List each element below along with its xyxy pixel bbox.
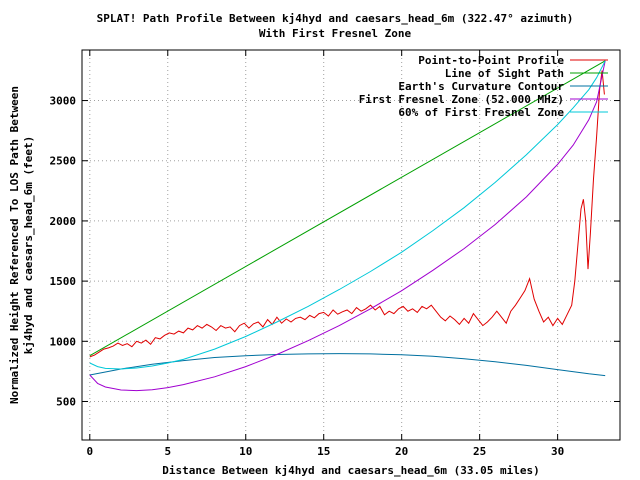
series-line-0 [89,70,605,358]
x-tick-label: 0 [86,445,93,458]
series-line-4 [89,60,606,370]
x-tick-label: 20 [395,445,408,458]
y-tick-label: 1500 [50,275,77,288]
chart-title-line1: SPLAT! Path Profile Between kj4hyd and c… [97,12,574,25]
x-axis-label: Distance Between kj4hyd and caesars_head… [162,464,540,477]
y-axis-label-line1: Normalized Height Referenced To LOS Path… [8,86,21,404]
tick-layer: 0 5 10 15 20 25 30 500 1000 1500 2000 2500 3000 [50,50,620,458]
chart-title-line2: With First Fresnel Zone [259,27,412,40]
series-line-2 [89,353,606,377]
y-tick-label: 2000 [50,215,77,228]
series-line-3 [89,60,606,392]
x-tick-label: 5 [164,445,171,458]
x-tick-label: 10 [239,445,252,458]
series-line-1 [89,60,606,357]
legend-label-3: First Fresnel Zone (52.000 MHz) [359,93,564,106]
y-tick-label: 3000 [50,95,77,108]
plot-frame [81,49,621,441]
y-tick-label: 500 [56,395,76,408]
legend-label-1: Line of Sight Path [445,67,564,80]
x-tick-label: 30 [551,445,564,458]
x-tick-label: 15 [317,445,330,458]
x-tick-label: 25 [473,445,486,458]
y-tick-label: 1000 [50,335,77,348]
y-axis-label: Normalized Height Referenced To LOS Path… [8,86,35,404]
series-layer [89,60,606,392]
legend-label-2: Earth's Curvature Contour [398,80,564,93]
legend-label-0: Point-to-Point Profile [418,54,564,67]
y-tick-label: 2500 [50,155,77,168]
y-axis-label-line2: kj4hyd and caesars_head_6m (feet) [22,136,35,355]
legend-label-4: 60% of First Fresnel Zone [398,106,564,119]
